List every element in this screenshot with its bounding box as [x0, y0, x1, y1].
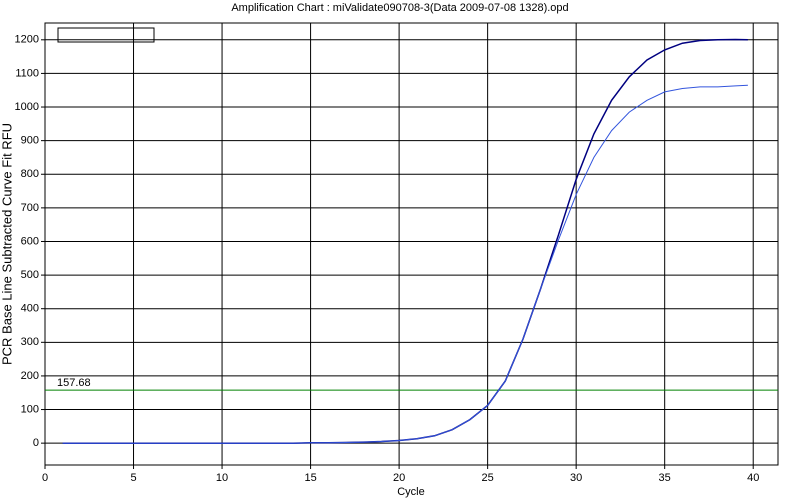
- x-tick-label: 10: [216, 472, 228, 484]
- x-tick-label: 0: [42, 472, 48, 484]
- x-axis-label: Cycle: [397, 486, 425, 498]
- threshold-label: 157.68: [57, 377, 91, 389]
- y-axis-label: PCR Base Line Subtracted Curve Fit RFU: [0, 123, 14, 365]
- plot-area: [44, 22, 779, 466]
- y-tick-label: 300: [21, 336, 39, 348]
- y-tick-label: 600: [21, 235, 39, 247]
- x-tick-label: 35: [659, 472, 671, 484]
- y-tick-label: 400: [21, 303, 39, 315]
- y-tick-label: 500: [21, 269, 39, 281]
- y-tick-label: 200: [21, 370, 39, 382]
- y-tick-label: 900: [21, 135, 39, 147]
- x-tick-label: 15: [304, 472, 316, 484]
- y-tick-label: 700: [21, 202, 39, 214]
- chart-title: Amplification Chart : miValidate090708-3…: [231, 2, 568, 14]
- x-tick-label: 25: [482, 472, 494, 484]
- series-line: [62, 84, 748, 444]
- y-tick-label: 1200: [15, 34, 39, 46]
- y-tick-label: 0: [33, 437, 39, 449]
- y-tick-label: 100: [21, 403, 39, 415]
- y-tick-label: 800: [21, 168, 39, 180]
- x-tick-label: 20: [393, 472, 405, 484]
- x-tick-label: 40: [747, 472, 759, 484]
- x-tick-label: 5: [130, 472, 136, 484]
- legend-box: [57, 27, 155, 43]
- x-tick-label: 30: [570, 472, 582, 484]
- y-tick-label: 1100: [15, 67, 39, 79]
- y-tick-label: 1000: [15, 101, 39, 113]
